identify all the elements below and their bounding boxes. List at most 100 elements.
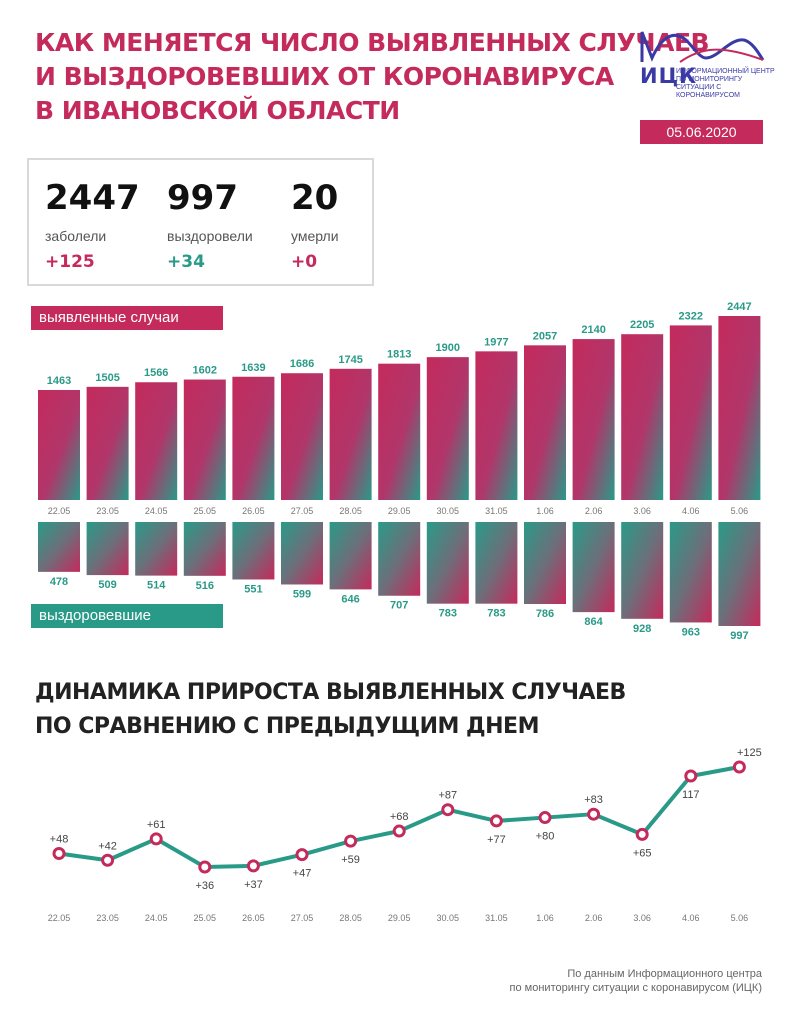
stat-deaths-label: умерли xyxy=(291,228,339,244)
growth-point xyxy=(684,769,698,783)
cases-bar-label: 1745 xyxy=(338,354,362,366)
growth-point-label: +125 xyxy=(737,747,762,759)
growth-point-label: +77 xyxy=(487,834,506,846)
date-tick-label: 4.06 xyxy=(682,506,700,516)
line-chart-title-line-1: ДИНАМИКА ПРИРОСТА ВЫЯВЛЕННЫХ СЛУЧАЕВ xyxy=(35,680,626,705)
recovered-bar xyxy=(621,522,664,619)
growth-point-label: +61 xyxy=(147,819,166,831)
title-line-1: КАК МЕНЯЕТСЯ ЧИСЛО ВЫЯВЛЕННЫХ СЛУЧАЕВ xyxy=(35,28,710,57)
cases-series-label: выявленные случаи xyxy=(31,306,223,330)
growth-point-label: 117 xyxy=(682,789,700,801)
date-tick-label: 2.06 xyxy=(585,506,603,516)
title-line-3: В ИВАНОВСКОЙ ОБЛАСТИ xyxy=(35,96,400,125)
recovered-series-label: выздоровевшие xyxy=(31,604,223,628)
cases-bar xyxy=(378,363,421,500)
date-tick-label: 25.05 xyxy=(194,506,217,516)
recovered-bar xyxy=(426,522,469,604)
recovered-bar-label: 478 xyxy=(50,576,68,588)
growth-point-label: +42 xyxy=(98,840,117,852)
growth-point xyxy=(149,832,163,846)
growth-point xyxy=(392,824,406,838)
line-date-tick-label: 5.06 xyxy=(731,913,749,923)
stat-cases-delta: +125 xyxy=(45,252,95,272)
date-tick-label: 27.05 xyxy=(291,506,314,516)
recovered-bar xyxy=(524,522,566,604)
cases-bar-label: 1602 xyxy=(193,365,217,377)
growth-point xyxy=(732,760,746,774)
recovered-bar xyxy=(329,522,372,590)
recovered-bar xyxy=(669,522,712,623)
cases-bar xyxy=(329,368,372,500)
stat-deaths: 20 умерли +0 xyxy=(291,178,339,272)
recovered-bar-label: 646 xyxy=(341,593,359,605)
recovered-bar xyxy=(718,522,761,626)
cases-bar-label: 2447 xyxy=(727,301,751,313)
cases-bar-label: 2322 xyxy=(679,310,703,322)
cases-bar xyxy=(135,382,178,500)
growth-point xyxy=(344,834,358,848)
line-date-tick-label: 27.05 xyxy=(291,913,314,923)
recovered-bar-label: 509 xyxy=(98,579,116,591)
cases-bar-label: 1977 xyxy=(484,336,508,348)
title-line-2: И ВЫЗДОРОВЕВШИХ ОТ КОРОНАВИРУСА xyxy=(35,62,614,91)
growth-point xyxy=(441,803,455,817)
recovered-bar xyxy=(475,522,518,604)
growth-point xyxy=(587,807,601,821)
line-date-tick-label: 23.05 xyxy=(96,913,119,923)
growth-point xyxy=(52,847,66,861)
cases-bar-label: 1463 xyxy=(47,375,71,387)
cases-bar xyxy=(621,334,664,500)
line-date-tick-label: 25.05 xyxy=(194,913,217,923)
recovered-bar-label: 514 xyxy=(147,580,166,592)
daily-growth-line-chart: +48 22.05 +42 23.05 +61 24.05 +36 25.05 +37 26.05… xyxy=(48,747,762,923)
cases-bar-label: 1813 xyxy=(387,349,411,361)
source-line-2: по мониторингу ситуации с коронавирусом … xyxy=(509,982,762,994)
cases-bar xyxy=(86,386,129,500)
growth-point-label: +87 xyxy=(438,790,457,802)
recovered-bar xyxy=(378,522,421,596)
growth-point-label: +80 xyxy=(536,831,555,843)
cases-recovered-bar-chart: 1463 22.05 478 1505 23.05 509 1566 24.05 514 1602… xyxy=(38,301,761,642)
growth-point-label: +37 xyxy=(244,879,263,891)
logo-subtitle: ИНФОРМАЦИОННЫЙ ЦЕНТР ПО МОНИТОРИНГУ СИТУ… xyxy=(676,68,775,99)
line-date-tick-label: 26.05 xyxy=(242,913,265,923)
cases-bar-label: 2140 xyxy=(581,324,605,336)
growth-point-label: +65 xyxy=(633,847,652,859)
growth-point-label: +83 xyxy=(584,794,603,806)
line-date-tick-label: 22.05 xyxy=(48,913,71,923)
stat-recovered-delta: +34 xyxy=(167,252,205,272)
cases-bar-label: 1505 xyxy=(95,372,119,384)
date-tick-label: 28.05 xyxy=(339,506,362,516)
date-tick-label: 22.05 xyxy=(48,506,71,516)
growth-point xyxy=(489,814,503,828)
date-tick-label: 31.05 xyxy=(485,506,508,516)
cases-bar-label: 1900 xyxy=(436,342,460,354)
recovered-bar xyxy=(86,522,129,576)
line-date-tick-label: 3.06 xyxy=(633,913,651,923)
recovered-bar-label: 783 xyxy=(439,608,457,620)
recovered-bar-label: 516 xyxy=(196,580,214,592)
cases-bar-label: 1686 xyxy=(290,358,314,370)
line-date-tick-label: 28.05 xyxy=(339,913,362,923)
growth-point-label: +36 xyxy=(195,880,214,892)
source-note: По данным Информационного центра по мони… xyxy=(510,967,762,995)
recovered-bar-label: 599 xyxy=(293,588,311,600)
line-date-tick-label: 24.05 xyxy=(145,913,168,923)
line-date-tick-label: 29.05 xyxy=(388,913,411,923)
stat-recovered-value: 997 xyxy=(167,178,238,218)
cases-bar-label: 2205 xyxy=(630,319,654,331)
line-chart-title: ДИНАМИКА ПРИРОСТА ВЫЯВЛЕННЫХ СЛУЧАЕВ ПО … xyxy=(35,676,626,744)
source-line-1: По данным Информационного центра xyxy=(567,968,762,980)
logo-name: ИЦК xyxy=(640,64,698,88)
recovered-bar-label: 783 xyxy=(487,608,505,620)
recovered-bar-label: 928 xyxy=(633,623,651,635)
cases-bar-label: 1566 xyxy=(144,367,168,379)
date-tick-label: 30.05 xyxy=(437,506,460,516)
cases-bar xyxy=(183,379,226,500)
date-tick-label: 29.05 xyxy=(388,506,411,516)
line-date-tick-label: 1.06 xyxy=(536,913,554,923)
recovered-bar-label: 786 xyxy=(536,608,554,620)
recovered-bar xyxy=(232,522,275,580)
stat-cases-value: 2447 xyxy=(45,178,140,218)
recovered-bar-label: 551 xyxy=(244,583,262,595)
